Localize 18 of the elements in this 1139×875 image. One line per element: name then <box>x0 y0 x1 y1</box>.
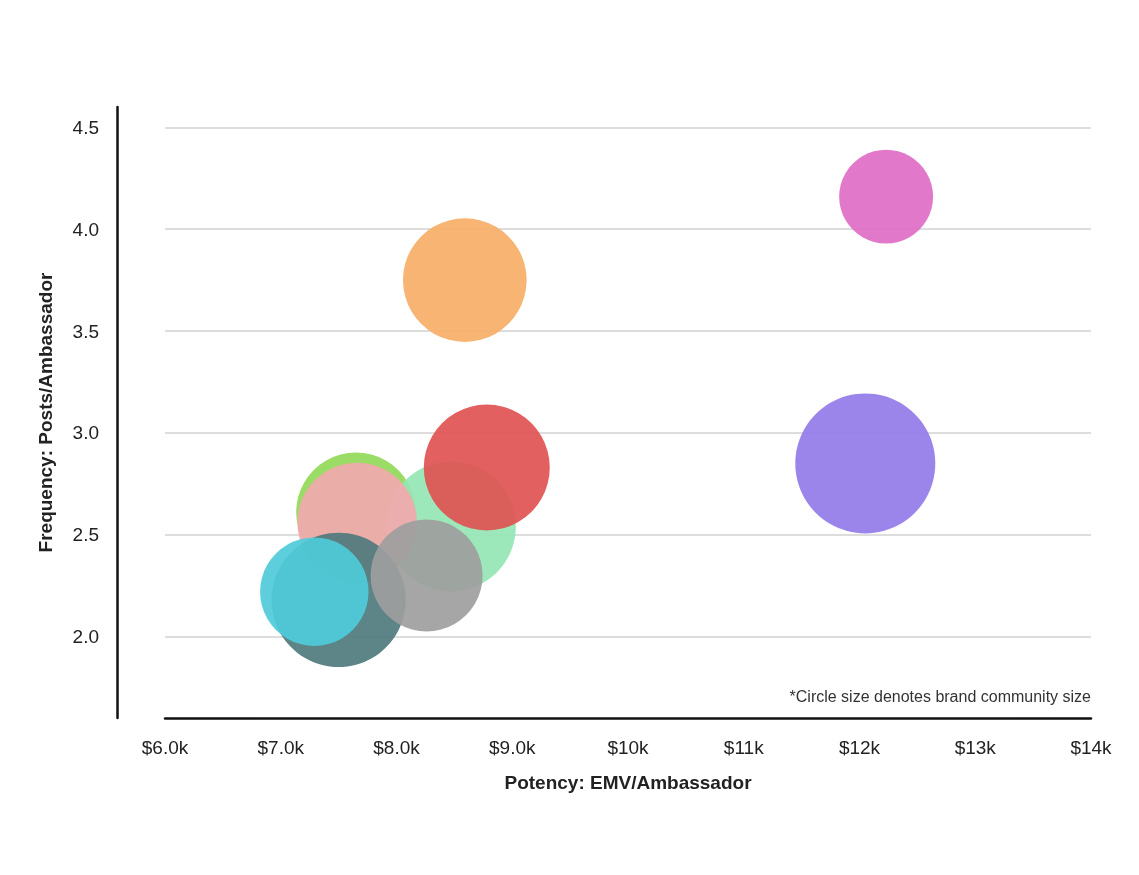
y-tick-label: 2.0 <box>72 626 99 648</box>
x-tick-label: $11k <box>723 737 765 758</box>
x-tick-label: $9.0k <box>489 737 536 758</box>
x-tick-label: $13k <box>954 737 997 758</box>
y-tick-label: 4.5 <box>72 116 99 138</box>
y-tick-label: 4.0 <box>72 218 99 240</box>
x-axis-title: Potency: EMV/Ambassador <box>504 772 753 793</box>
x-tick-label: $10k <box>607 737 650 758</box>
x-tick-label: $14k <box>1070 737 1113 758</box>
y-tick-label: 3.5 <box>72 320 99 342</box>
y-tick-label: 3.0 <box>72 422 99 444</box>
x-tick-label: $12k <box>838 737 881 758</box>
x-tick-label: $8.0k <box>373 737 421 758</box>
y-axis-title: Frequency: Posts/Ambassador <box>35 272 56 553</box>
x-tick-label: $7.0k <box>257 737 305 758</box>
y-tick-label: 2.5 <box>72 524 99 546</box>
annotation: *Circle size denotes brand community size <box>789 687 1092 705</box>
x-tick-label: $6.0k <box>141 737 189 758</box>
